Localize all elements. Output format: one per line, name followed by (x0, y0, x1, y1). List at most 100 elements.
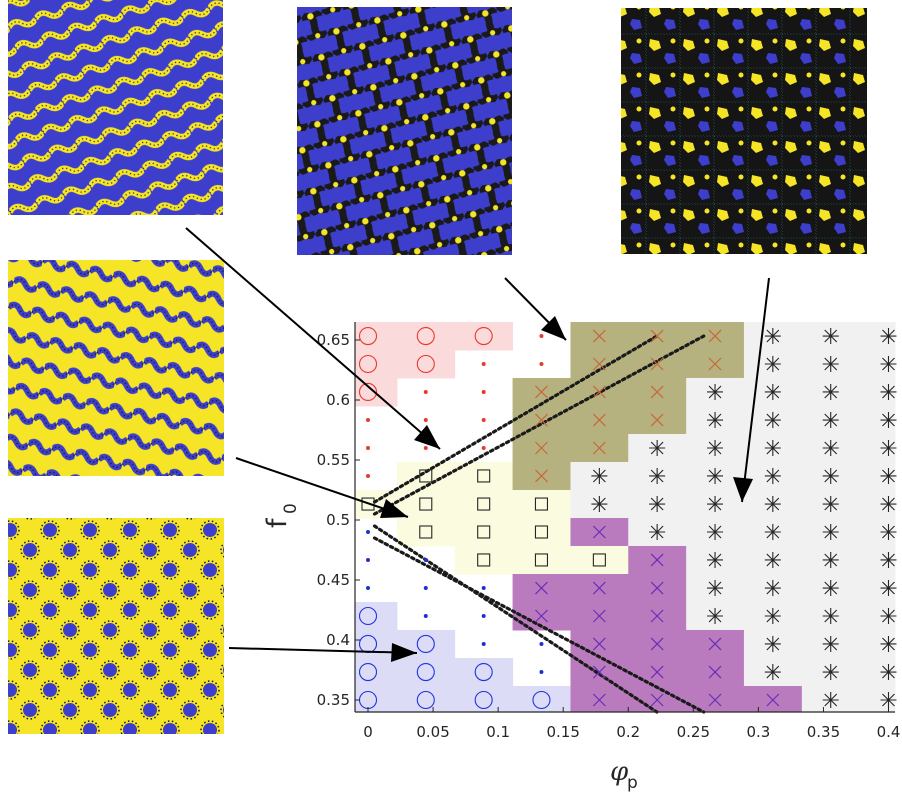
marker-x-orange (650, 385, 664, 399)
marker-star (822, 524, 839, 540)
marker-star (764, 496, 781, 513)
marker-star (880, 692, 897, 708)
marker-circle-red (358, 326, 378, 346)
region-cell-yellow (396, 518, 456, 547)
marker-star (649, 440, 666, 456)
marker-star (880, 635, 897, 652)
marker-star (880, 328, 897, 345)
marker-x-orange (535, 441, 548, 455)
marker-star (822, 580, 839, 597)
snapshot-droplets (621, 8, 867, 254)
arrow-labyrinth-yellow (235, 457, 409, 518)
marker-star (880, 467, 897, 484)
marker-star (649, 467, 666, 484)
marker-circle-blue (532, 690, 551, 710)
marker-square (477, 469, 491, 483)
marker-x-orange (650, 329, 664, 343)
snapshot-labyrinth-yellow (8, 260, 224, 476)
region-cell-blue (396, 658, 456, 687)
marker-star (822, 356, 839, 372)
x-tick-label: 0.3 (746, 723, 770, 741)
marker-x-purple (535, 581, 548, 595)
marker-circle-blue (416, 690, 435, 710)
marker-x-orange (592, 413, 606, 427)
marker-x-purple (592, 693, 606, 707)
marker-circle-red (416, 326, 435, 346)
marker-star (880, 551, 897, 568)
marker-circle-red (358, 382, 378, 402)
x-axis-label-sub: p (627, 773, 638, 793)
x-tick-label: 0.05 (416, 723, 449, 741)
marker-dot-blue (366, 557, 371, 562)
marker-square (534, 497, 549, 511)
dotted-boundaries (372, 334, 706, 714)
marker-dot-blue (539, 670, 544, 675)
marker-square (477, 553, 491, 567)
marker-star (822, 496, 839, 513)
marker-dot-red (423, 446, 428, 450)
region-cell-yellow (454, 490, 514, 519)
marker-x-purple (535, 609, 548, 623)
marker-star (707, 608, 724, 624)
y-axis-label-sub: 0 (281, 503, 301, 514)
arrow-droplets (741, 277, 770, 503)
marker-star (764, 467, 781, 484)
marker-dot-blue (423, 557, 428, 562)
marker-x-orange (535, 385, 548, 399)
marker-circle-blue (416, 634, 435, 654)
marker-dot-red (366, 473, 371, 478)
marker-star (822, 328, 839, 345)
marker-star (764, 356, 781, 372)
marker-star (764, 551, 781, 568)
marker-dot-red (539, 334, 544, 339)
phase-diagram: 0 0.05 0.1 0.15 0.2 0.25 0.3 0.35 0.4 0.35 0.4 0.45… (317, 322, 901, 741)
marker-square (592, 553, 606, 567)
marker-star (764, 328, 781, 345)
marker-x-orange (592, 441, 606, 455)
marker-circle-blue (474, 690, 493, 710)
region-cell-blue (454, 658, 514, 687)
y-tick-label: 0.6 (326, 391, 350, 409)
marker-circle-blue (358, 662, 378, 682)
marker-x-purple (708, 637, 722, 651)
region-cell-yellow (454, 518, 514, 547)
marker-star (649, 496, 666, 513)
marker-square (534, 525, 549, 539)
marker-dot-blue (366, 586, 371, 591)
y-axis-label: f 0 (262, 503, 301, 528)
marker-star (707, 412, 724, 429)
marker-x-purple (650, 665, 664, 679)
marker-circle-red (358, 354, 378, 374)
dotted-line-4 (372, 536, 706, 714)
y-tick-label: 0.35 (317, 691, 350, 709)
marker-star (707, 383, 724, 400)
y-tick-label: 0.65 (317, 331, 350, 349)
marker-dot-blue (481, 614, 486, 618)
marker-star (707, 496, 724, 513)
marker-star (880, 356, 897, 372)
arrow-labyrinth-blue (185, 227, 441, 450)
marker-dot-red (423, 389, 428, 394)
marker-star (822, 467, 839, 484)
marker-star (764, 635, 781, 652)
dotted-line-2 (372, 334, 706, 516)
marker-star (764, 580, 781, 597)
marker-circle-blue (416, 662, 435, 682)
marker-star (764, 383, 781, 400)
marker-dot-blue (539, 641, 544, 646)
marker-x-orange (592, 385, 606, 399)
x-tick-label: 0 (363, 723, 373, 741)
marker-x-purple (592, 609, 606, 623)
marker-x-purple (650, 553, 664, 567)
x-tick-label: 0.4 (877, 723, 901, 741)
marker-dot-red (366, 418, 371, 423)
y-tick-label: 0.4 (326, 631, 350, 649)
x-tick-label: 0.1 (486, 723, 510, 741)
marker-x-orange (592, 357, 606, 371)
marker-star (707, 551, 724, 568)
marker-x-purple (650, 581, 664, 595)
marker-dot-blue (423, 614, 428, 618)
arrowhead-network (541, 316, 566, 340)
marker-dot-red (481, 362, 486, 366)
